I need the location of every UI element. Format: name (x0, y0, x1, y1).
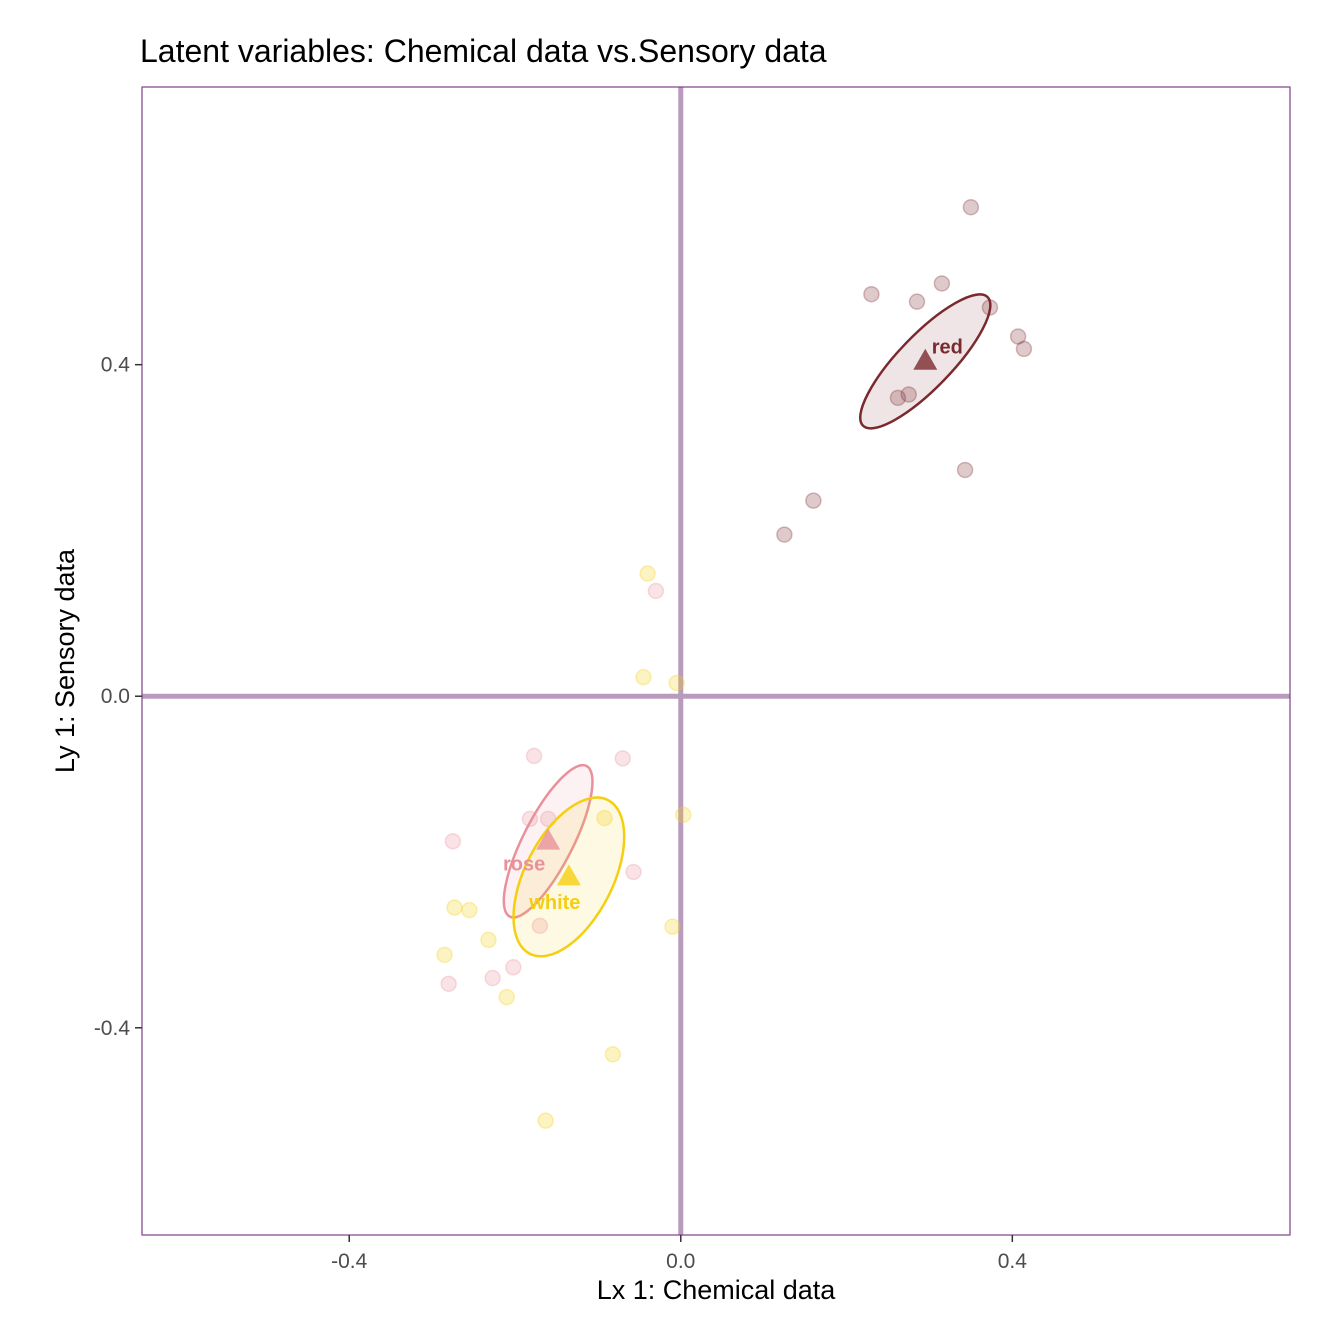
group-labels: red rose white (503, 336, 963, 914)
centroid-marker-rose (536, 828, 561, 850)
data-point-white (436, 946, 453, 964)
data-point-white (664, 918, 681, 935)
plot-frame (141, 86, 1291, 1236)
data-point-white (461, 901, 478, 919)
data-point-red (933, 275, 951, 292)
data-point-red (776, 526, 793, 543)
data-point-white (446, 899, 463, 916)
x-tick-label: 0.4 (998, 1250, 1028, 1273)
data-point-rose (614, 750, 632, 767)
group-label-white: white (528, 892, 580, 914)
data-point-rose (505, 959, 522, 976)
y-tick-label: 0.4 (101, 354, 131, 377)
data-point-white (604, 1046, 622, 1063)
data-point-rose (625, 863, 642, 881)
data-points (436, 198, 1033, 1129)
data-point-red (805, 492, 822, 509)
data-point-rose (484, 969, 501, 987)
data-point-white (668, 674, 685, 692)
x-axis-label: Lx 1: Chemical data (597, 1275, 837, 1305)
data-point-rose (525, 747, 543, 765)
data-point-red (1009, 328, 1027, 345)
data-point-white (596, 809, 613, 827)
centroid-marker-red (913, 348, 938, 370)
y-tick-label: -0.4 (94, 1017, 131, 1040)
data-point-rose (440, 975, 457, 993)
x-tick-label: 0.0 (666, 1250, 695, 1273)
group-label-red: red (932, 336, 963, 358)
data-point-red (956, 461, 974, 479)
data-point-red (1015, 340, 1033, 358)
y-tick-label: 0.0 (101, 685, 130, 708)
axis-ticks: -0.4 0.0 0.4 -0.4 0.0 0.4 (94, 354, 1027, 1273)
data-point-white (639, 565, 656, 582)
data-point-white (537, 1112, 554, 1129)
data-point-white (480, 931, 497, 949)
centroid-marker-white (556, 864, 581, 886)
data-point-white (635, 668, 652, 686)
data-point-red (889, 389, 907, 407)
data-point-white (498, 988, 515, 1006)
group-label-rose: rose (503, 853, 545, 875)
data-point-red (863, 285, 880, 303)
data-point-red (908, 293, 926, 310)
data-point-rose (647, 582, 665, 600)
data-point-white (675, 806, 692, 824)
data-point-red (900, 386, 917, 403)
reference-lines (142, 87, 1290, 1235)
data-point-red (962, 198, 980, 216)
data-point-rose (444, 833, 462, 850)
y-axis-label: Ly 1: Sensory data (50, 548, 80, 773)
group-centroids (536, 348, 938, 886)
data-point-rose (531, 917, 549, 935)
x-tick-label: -0.4 (331, 1250, 368, 1273)
chart-title: Latent variables: Chemical data vs.Senso… (140, 33, 827, 69)
